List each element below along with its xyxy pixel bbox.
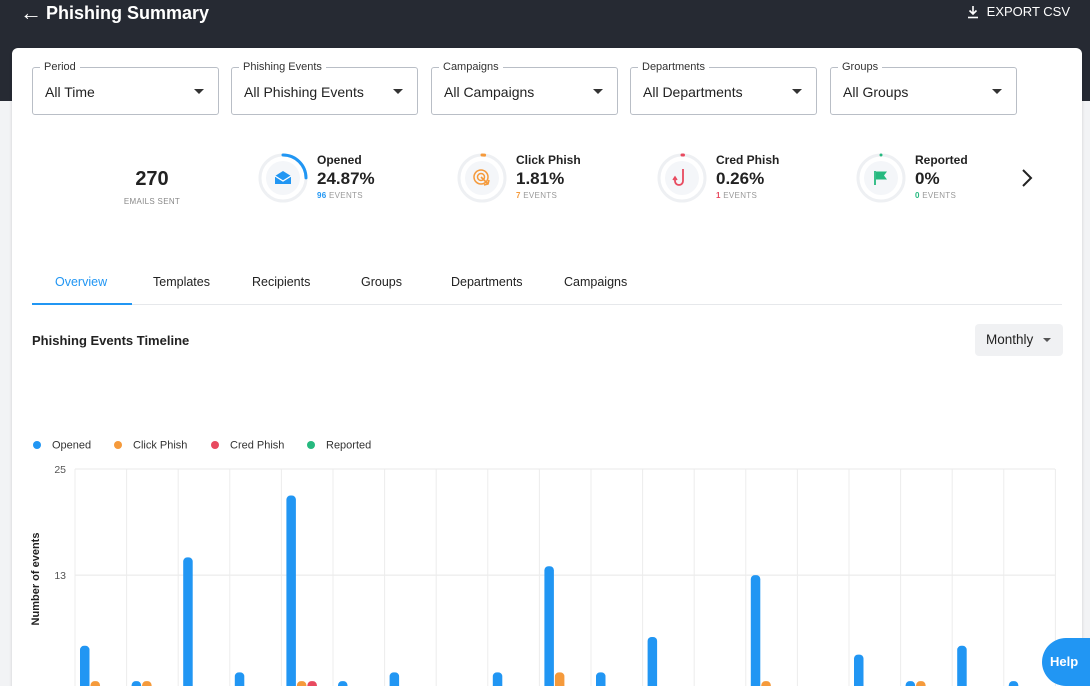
filter-label: Departments xyxy=(638,60,709,74)
help-button[interactable]: Help xyxy=(1042,638,1090,686)
groups-filter[interactable]: Groups All Groups xyxy=(830,67,1017,115)
summary-card: Period All Time Phishing Events All Phis… xyxy=(12,48,1082,686)
stat-event-count: 96 xyxy=(317,191,327,200)
stat-event-count: 7 xyxy=(516,191,521,200)
reported-progress-ring xyxy=(855,152,907,204)
bar xyxy=(142,681,152,686)
y-axis-label: Number of events xyxy=(30,533,42,626)
bar xyxy=(286,496,296,686)
page-title: Phishing Summary xyxy=(46,2,209,24)
bar xyxy=(297,681,307,686)
bar xyxy=(493,672,503,686)
opened-progress-ring xyxy=(257,152,309,204)
bar xyxy=(390,672,400,686)
bar xyxy=(132,681,142,686)
chevron-right-icon[interactable] xyxy=(1020,168,1034,188)
tab-overview[interactable]: Overview xyxy=(55,274,107,290)
filter-label: Groups xyxy=(838,60,882,74)
stat-percent: 1.81% xyxy=(516,169,626,189)
tab-departments[interactable]: Departments xyxy=(451,274,523,290)
bar xyxy=(957,646,967,686)
stat-events-label: EVENTS xyxy=(723,191,757,200)
legend-label: Click Phish xyxy=(133,440,187,452)
filter-label: Phishing Events xyxy=(239,60,326,74)
cred-phish-progress-ring xyxy=(656,152,708,204)
export-csv-label: EXPORT CSV xyxy=(987,3,1070,21)
click-phish-progress-ring xyxy=(456,152,508,204)
stat-event-count: 0 xyxy=(915,191,920,200)
bar xyxy=(91,681,101,686)
legend-label: Cred Phish xyxy=(230,440,284,452)
caret-down-icon xyxy=(393,89,403,94)
bar xyxy=(1009,681,1019,686)
bar xyxy=(906,681,916,686)
back-arrow-icon[interactable]: ← xyxy=(20,2,42,24)
bar xyxy=(555,672,565,686)
legend-label: Opened xyxy=(52,440,91,452)
interval-select[interactable]: Monthly xyxy=(975,324,1063,356)
filter-value: All Groups xyxy=(843,83,908,101)
legend-marker xyxy=(307,441,315,449)
active-tab-indicator xyxy=(32,303,132,305)
emails-sent-stat: 270 EMAILS SENT xyxy=(107,167,197,206)
phishing-events-filter[interactable]: Phishing Events All Phishing Events xyxy=(231,67,418,115)
y-tick-label: 25 xyxy=(54,464,66,476)
filter-value: All Departments xyxy=(643,83,743,101)
bar xyxy=(916,681,926,686)
bar xyxy=(544,566,554,686)
download-icon xyxy=(967,5,979,19)
tab-templates[interactable]: Templates xyxy=(153,274,210,290)
export-csv-button[interactable]: EXPORT CSV xyxy=(967,3,1070,21)
filter-label: Campaigns xyxy=(439,60,503,74)
bar xyxy=(596,672,606,686)
stat-events-label: EVENTS xyxy=(329,191,363,200)
filter-value: All Campaigns xyxy=(444,83,534,101)
stat-event-count: 1 xyxy=(716,191,721,200)
stat-name: Opened xyxy=(317,152,427,168)
tab-recipients[interactable]: Recipients xyxy=(252,274,310,290)
legend-marker xyxy=(211,441,219,449)
caret-down-icon xyxy=(1043,338,1051,342)
filter-label: Period xyxy=(40,60,80,74)
emails-sent-count: 270 xyxy=(107,167,197,191)
emails-sent-label: EMAILS SENT xyxy=(107,197,197,206)
legend-marker xyxy=(33,441,41,449)
stat-percent: 0.26% xyxy=(716,169,826,189)
stat-events-label: EVENTS xyxy=(922,191,956,200)
legend-label: Reported xyxy=(326,440,371,452)
y-tick-label: 13 xyxy=(54,570,66,582)
bar xyxy=(183,557,193,686)
stat-name: Cred Phish xyxy=(716,152,826,168)
bar xyxy=(307,681,317,686)
bar xyxy=(854,655,864,686)
tab-groups[interactable]: Groups xyxy=(361,274,402,290)
tab-campaigns[interactable]: Campaigns xyxy=(564,274,627,290)
legend-marker xyxy=(114,441,122,449)
bar xyxy=(751,575,761,686)
filter-value: All Phishing Events xyxy=(244,83,364,101)
tab-bar: Overview Templates Recipients Groups Dep… xyxy=(32,268,1062,305)
filter-value: All Time xyxy=(45,83,95,101)
bar xyxy=(338,681,348,686)
caret-down-icon xyxy=(593,89,603,94)
campaigns-filter[interactable]: Campaigns All Campaigns xyxy=(431,67,618,115)
stat-events-label: EVENTS xyxy=(523,191,557,200)
stat-name: Reported xyxy=(915,152,1025,168)
bar xyxy=(648,637,658,686)
departments-filter[interactable]: Departments All Departments xyxy=(630,67,817,115)
bar xyxy=(761,681,771,686)
caret-down-icon xyxy=(992,89,1002,94)
stat-percent: 0% xyxy=(915,169,1025,189)
bar xyxy=(80,646,90,686)
stat-percent: 24.87% xyxy=(317,169,427,189)
bar xyxy=(235,672,245,686)
period-filter[interactable]: Period All Time xyxy=(32,67,219,115)
interval-value: Monthly xyxy=(986,332,1033,347)
stat-name: Click Phish xyxy=(516,152,626,168)
caret-down-icon xyxy=(792,89,802,94)
caret-down-icon xyxy=(194,89,204,94)
timeline-title: Phishing Events Timeline xyxy=(32,333,189,348)
